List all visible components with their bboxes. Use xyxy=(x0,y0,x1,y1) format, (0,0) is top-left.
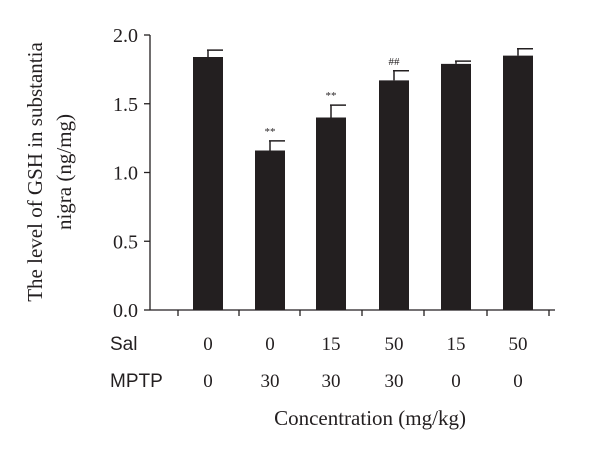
x-axis-title: Concentration (mg/kg) xyxy=(274,406,466,430)
y-tick-label: 0.0 xyxy=(113,300,138,322)
significance-mark: ** xyxy=(265,126,276,138)
bar xyxy=(316,117,346,310)
x-tick-label-mptp: 0 xyxy=(451,371,461,392)
x-tick-label-sal: 15 xyxy=(322,334,341,355)
x-tick-label-mptp: 30 xyxy=(261,371,280,392)
significance-marks: ** ** ## xyxy=(265,56,401,138)
x-axis xyxy=(150,309,555,316)
error-bar xyxy=(207,49,223,57)
y-axis-title-line1: The level of GSH in substantia xyxy=(23,42,47,302)
y-tick-label: 1.5 xyxy=(113,94,138,116)
bar xyxy=(255,150,285,310)
y-tick-label: 2.0 xyxy=(113,25,138,47)
bar xyxy=(441,63,471,310)
x-tick-label-mptp: 30 xyxy=(322,371,341,392)
error-bar xyxy=(269,140,285,151)
significance-mark: ## xyxy=(389,56,401,68)
bar xyxy=(503,55,533,310)
y-axis-title: The level of GSH in substantia nigra (ng… xyxy=(23,42,76,302)
x-tick-label-sal: 50 xyxy=(385,334,404,355)
x-tick-label-sal: 0 xyxy=(203,334,213,355)
row-label-mptp: MPTP xyxy=(110,371,163,392)
x-tick-label-mptp: 0 xyxy=(203,371,213,392)
y-axis-title-line2: nigra (ng/mg) xyxy=(52,114,76,230)
error-bar xyxy=(517,48,533,56)
error-bar xyxy=(393,70,409,81)
x-tick-label-sal: 50 xyxy=(509,334,528,355)
x-tick-label-sal: 15 xyxy=(447,334,466,355)
y-tick-label: 1.0 xyxy=(113,163,138,185)
x-tick-label-mptp: 30 xyxy=(385,371,404,392)
bar xyxy=(193,57,223,310)
error-bars xyxy=(207,48,533,151)
row-label-sal: Sal xyxy=(110,334,137,355)
x-tick-label-sal: 0 xyxy=(265,334,275,355)
x-tick-label-mptp: 0 xyxy=(513,371,523,392)
error-bar xyxy=(330,104,346,118)
x-tick-labels: 0 0 0 30 15 30 50 30 15 0 50 0 xyxy=(203,334,527,392)
y-axis: 0.0 0.5 1.0 1.5 2.0 xyxy=(113,25,151,322)
y-tick-label: 0.5 xyxy=(113,231,138,253)
error-bar xyxy=(455,60,471,64)
significance-mark: ** xyxy=(326,90,337,102)
bars xyxy=(193,55,533,310)
bar xyxy=(379,80,409,310)
